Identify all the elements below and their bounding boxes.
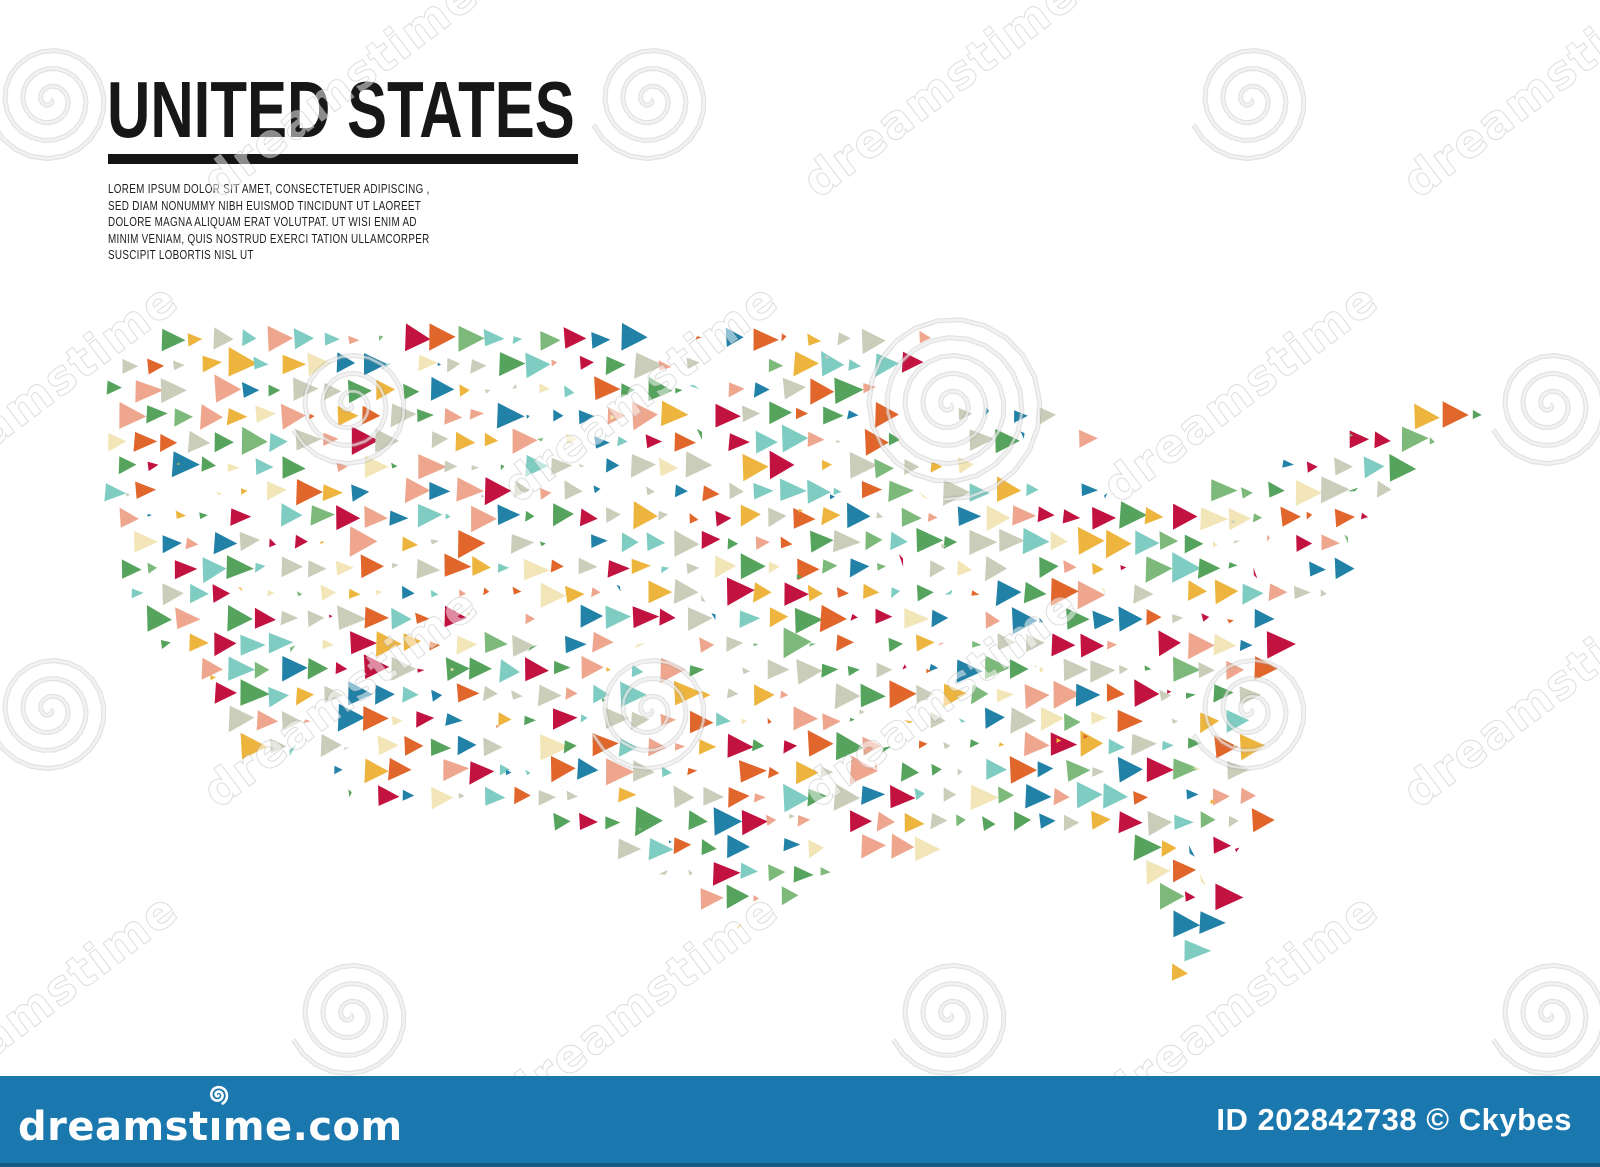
- page-title: UNITED STATES: [107, 65, 575, 154]
- paragraph-line: SUSCIPIT LOBORTIS NISL UT: [108, 247, 254, 263]
- logo-spiral-icon: [209, 1085, 228, 1106]
- logo-i: ı: [209, 1085, 228, 1150]
- intro-paragraph: LOREM IPSUM DOLOR SIT AMET, CONSECTETUER…: [108, 181, 430, 264]
- paragraph-line: MINIM VENIAM, QUIS NOSTRUD EXERCI TATION…: [108, 230, 430, 246]
- image-credit: ID 202842738 © Ckybes: [1216, 1101, 1572, 1137]
- footer-bar: dreamstı me.com ID 202842738 © Ckybes: [0, 1076, 1600, 1167]
- logo-text: dreamst: [18, 1104, 209, 1150]
- paragraph-line: LOREM IPSUM DOLOR SIT AMET, CONSECTETUER…: [108, 181, 430, 196]
- dreamstime-logo: dreamstı me.com: [18, 1085, 403, 1150]
- title-underline-rule: [108, 154, 578, 164]
- logo-text: me.com: [222, 1104, 403, 1150]
- paragraph-line: DOLORE MAGNA ALIQUAM ERAT VOLUTPAT. UT W…: [108, 214, 417, 230]
- paragraph-line: SED DIAM NONUMMY NIBH EUISMOD TINCIDUNT …: [108, 197, 422, 213]
